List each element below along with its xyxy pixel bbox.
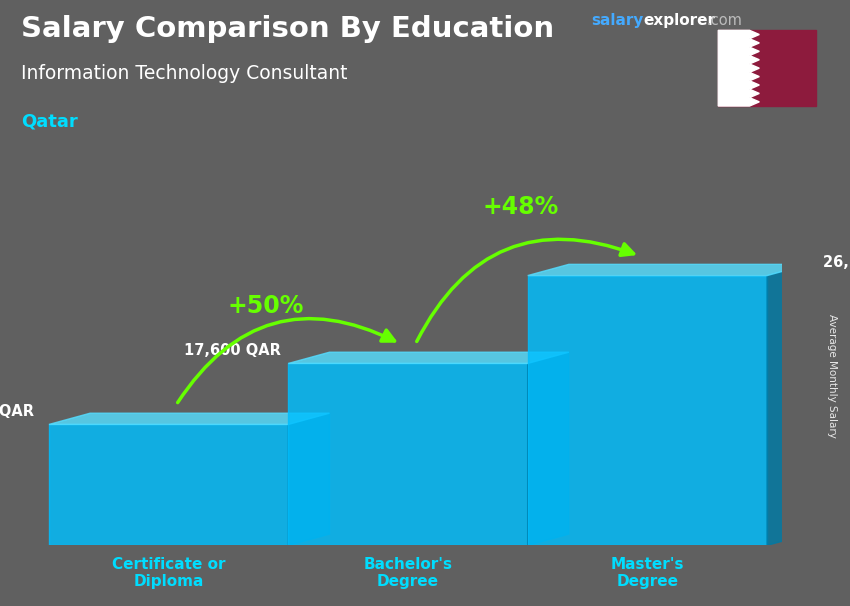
Polygon shape	[49, 413, 330, 424]
Text: +48%: +48%	[482, 196, 558, 219]
Text: 11,700 QAR: 11,700 QAR	[0, 404, 34, 419]
Bar	[288, 364, 528, 545]
Text: Information Technology Consultant: Information Technology Consultant	[21, 64, 348, 82]
Polygon shape	[288, 413, 330, 545]
Polygon shape	[528, 352, 569, 545]
Text: salary: salary	[591, 13, 643, 28]
Text: +50%: +50%	[228, 294, 304, 318]
Text: Qatar: Qatar	[21, 112, 78, 130]
Text: Average Monthly Salary: Average Monthly Salary	[827, 314, 837, 438]
Text: Salary Comparison By Education: Salary Comparison By Education	[21, 15, 554, 43]
Text: 26,100 QAR: 26,100 QAR	[823, 255, 850, 270]
Bar	[49, 424, 288, 545]
Text: .com: .com	[706, 13, 742, 28]
Polygon shape	[718, 30, 759, 106]
Bar	[528, 276, 767, 545]
Text: 17,600 QAR: 17,600 QAR	[184, 343, 280, 358]
Polygon shape	[288, 352, 569, 364]
Polygon shape	[528, 264, 808, 276]
Polygon shape	[767, 264, 808, 545]
Text: explorer: explorer	[643, 13, 716, 28]
